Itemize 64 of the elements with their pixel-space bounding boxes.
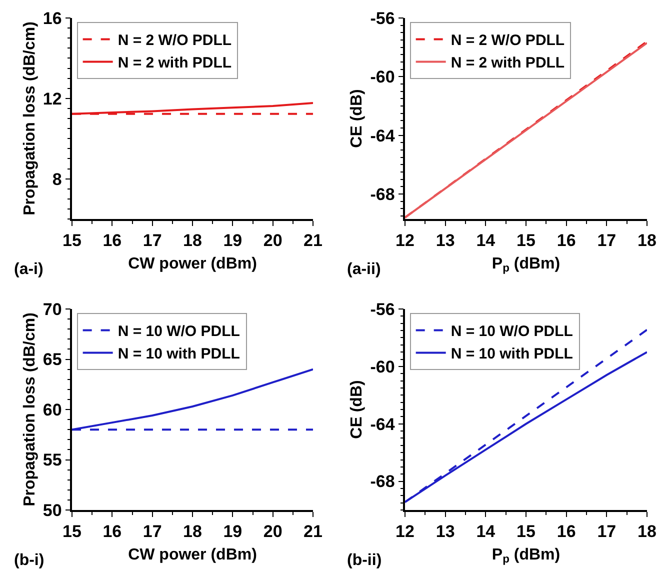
x-tick-label: 15 <box>516 522 536 542</box>
x-tick-label: 18 <box>638 231 656 250</box>
y-axis-title: Propagation loss (dB/cm) <box>21 312 38 506</box>
y-tick-label: 65 <box>42 350 62 370</box>
y-tick-label: 16 <box>42 8 62 28</box>
y-axis-title: CE (dB) <box>348 89 366 148</box>
x-tick-label: 17 <box>597 231 616 250</box>
text: (b-i) <box>14 552 44 569</box>
x-tick-label: 18 <box>183 231 202 250</box>
x-tick-label: 14 <box>476 522 496 542</box>
x-tick-label: 12 <box>396 231 414 250</box>
x-tick-label: 20 <box>263 522 282 542</box>
x-tick-label: 20 <box>263 231 282 250</box>
x-tick-label: 18 <box>183 522 202 542</box>
text: (b-ii) <box>347 552 382 569</box>
legend-label: N = 10 with PDLL <box>450 346 573 363</box>
y-tick-label: 55 <box>42 450 62 470</box>
x-tick-label: 21 <box>304 522 322 542</box>
y-tick-label: 50 <box>42 500 62 520</box>
x-tick-label: 18 <box>638 522 656 542</box>
x-tick-label: 19 <box>223 522 242 542</box>
x-tick-label: 17 <box>142 231 162 250</box>
legend-label: N = 2 W/O PDLL <box>118 32 232 50</box>
x-tick-label: 13 <box>436 231 455 250</box>
y-tick-label: 70 <box>42 300 62 319</box>
y-tick-label: -56 <box>370 300 395 319</box>
x-tick-label: 12 <box>396 522 414 542</box>
y-axis-title: Propagation loss (dB/cm) <box>21 22 38 216</box>
legend-label: N = 2 with PDLL <box>450 54 565 72</box>
y-tick-label: -68 <box>370 185 395 204</box>
y-tick-label: -56 <box>370 8 395 28</box>
y-tick-label: -64 <box>370 126 396 146</box>
x-axis-title: P$_{p}$ (dBm) <box>492 546 560 566</box>
y-tick-label: -60 <box>370 357 395 376</box>
legend-label: N = 2 with PDLL <box>118 54 232 72</box>
legend-label: N = 10 with PDLL <box>118 346 240 363</box>
legend-label: N = 10 W/O PDLL <box>118 323 240 340</box>
x-tick-label: 16 <box>102 522 122 542</box>
x-tick-label: 15 <box>62 231 82 250</box>
x-tick-label: 21 <box>304 231 322 250</box>
legend-label: N = 10 W/O PDLL <box>450 323 573 340</box>
x-tick-label: 16 <box>102 231 122 250</box>
y-tick-label: 12 <box>42 89 62 108</box>
y-tick-label: 8 <box>52 170 62 189</box>
x-tick-label: 15 <box>516 231 536 250</box>
x-tick-label: 14 <box>476 231 496 250</box>
legend-label: N = 2 W/O PDLL <box>450 32 565 50</box>
x-axis-title: CW power (dBm) <box>128 255 257 272</box>
y-tick-label: -68 <box>370 472 395 492</box>
x-tick-label: 13 <box>436 522 455 542</box>
y-tick-label: -64 <box>370 414 396 434</box>
x-tick-label: 15 <box>62 522 82 542</box>
x-tick-label: 16 <box>556 522 576 542</box>
text: (a-ii) <box>347 261 381 278</box>
y-axis-title: CE (dB) <box>348 380 366 439</box>
text: (a-i) <box>14 261 44 278</box>
y-tick-label: -60 <box>370 68 395 87</box>
x-axis-title: CW power (dBm) <box>128 546 257 564</box>
x-tick-label: 16 <box>556 231 576 250</box>
x-tick-label: 19 <box>223 231 242 250</box>
x-tick-label: 17 <box>597 522 616 542</box>
x-axis-title: P$_{p}$ (dBm) <box>492 255 560 275</box>
x-tick-label: 17 <box>142 522 162 542</box>
y-tick-label: 60 <box>42 400 62 420</box>
